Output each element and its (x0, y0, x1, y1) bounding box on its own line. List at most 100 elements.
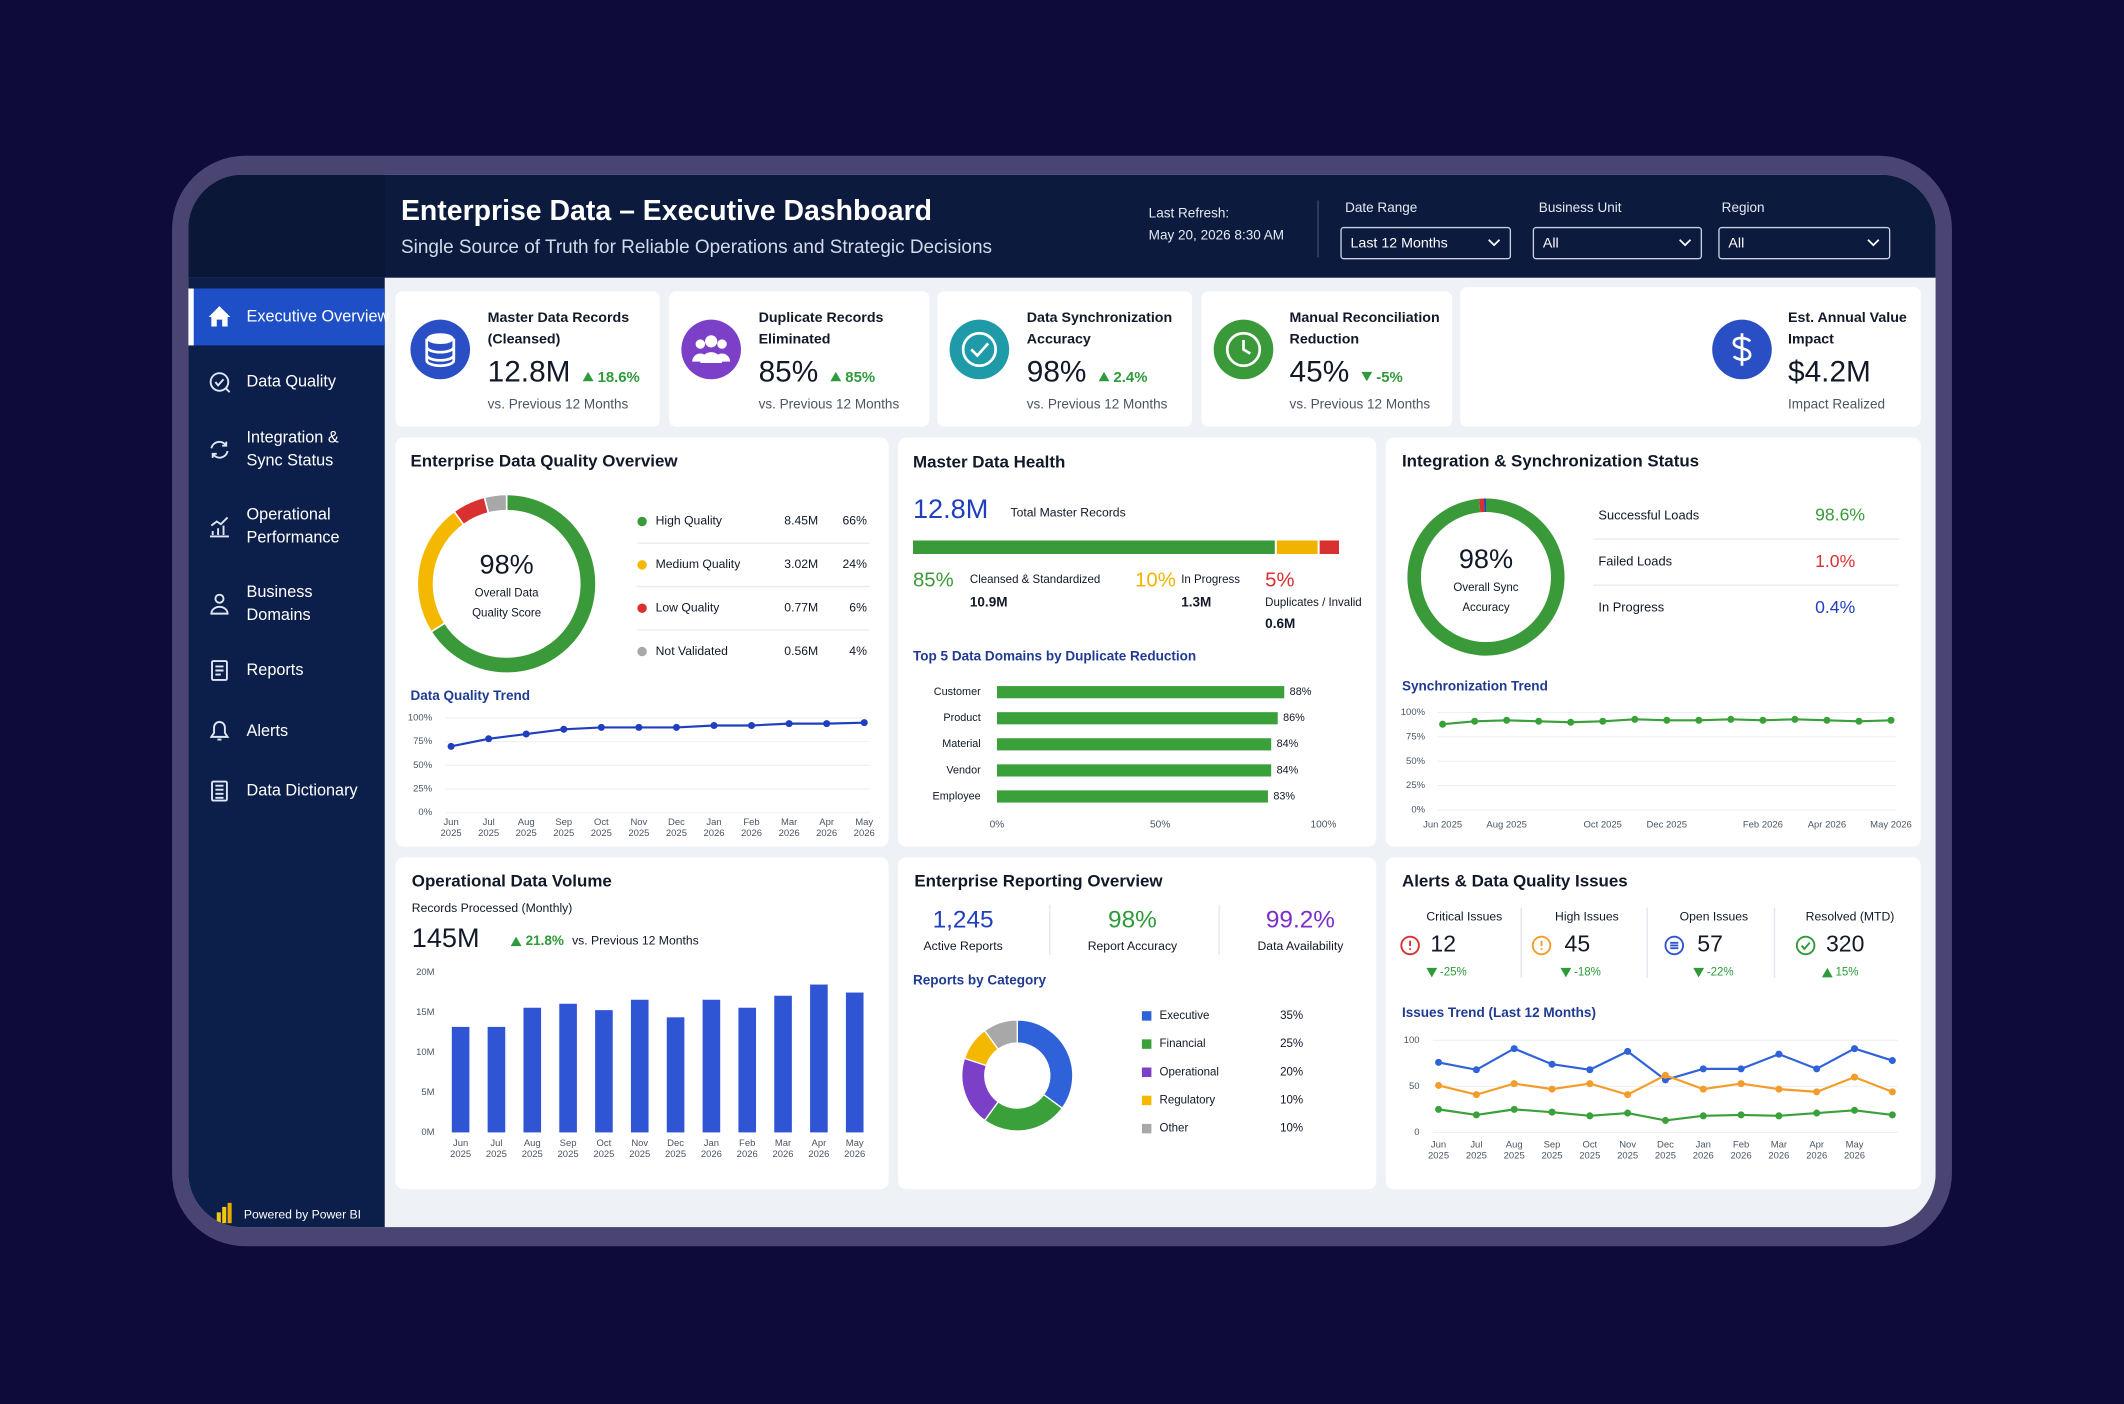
nav-item[interactable]: Business Domains (247, 583, 313, 624)
x-tick-label: Apr 2026 (816, 817, 837, 839)
segment-percent: 85% (913, 569, 954, 591)
total-value: 145M (412, 922, 480, 953)
powerbi-icon (227, 1202, 232, 1224)
bar (774, 995, 792, 1133)
point (1775, 1050, 1783, 1058)
y-tick-label: 0 (1414, 1127, 1419, 1138)
delta-arrow (582, 371, 594, 382)
delta-arrow (1821, 967, 1833, 978)
kpi-delta: 85% (845, 370, 875, 386)
legend-swatch (1141, 1095, 1152, 1106)
y-tick-label: 50% (413, 760, 433, 771)
filter-label: Region (1722, 200, 1765, 215)
x-tick-label: Nov 2025 (628, 817, 649, 839)
x-tick-label: Feb 2026 (737, 1138, 758, 1160)
point (1851, 1073, 1859, 1081)
dropdown-box (1532, 226, 1703, 260)
kpi-note: vs. Previous 12 Months (1027, 397, 1168, 412)
x-tick-label: Apr 2026 (1808, 819, 1846, 830)
kpi-card (937, 291, 1193, 427)
kpi-note: vs. Previous 12 Months (488, 397, 629, 412)
x-tick-label: 50% (1150, 820, 1170, 831)
nav-label: Reports (247, 661, 304, 679)
filter-dropdown[interactable]: All (1718, 226, 1891, 260)
x-tick-label: Sep 2025 (558, 1138, 579, 1160)
kpi-note: Impact Realized (1788, 397, 1885, 412)
point (1548, 1060, 1556, 1068)
y-tick-label: 50% (1406, 756, 1426, 767)
nav-item[interactable]: Reports (247, 661, 304, 679)
point (1813, 1109, 1821, 1117)
filter-dropdown[interactable]: Last 12 Months (1340, 226, 1512, 260)
nav-item[interactable]: Data Dictionary (247, 781, 359, 799)
y-tick-label: 75% (413, 736, 433, 747)
nav-icon (215, 665, 224, 676)
chevron (1679, 239, 1692, 247)
sidebar (188, 277, 385, 1228)
nav-icon (211, 780, 228, 802)
x-tick-label: Apr 2026 (1806, 1139, 1827, 1161)
x-tick-label: Aug 2025 (522, 1138, 543, 1160)
legend-amount: 8.45M (784, 514, 818, 528)
nav-item[interactable]: Operational Performance (247, 506, 340, 547)
point (1695, 716, 1703, 724)
chart-title: Issues Trend (Last 12 Months) (1402, 1005, 1596, 1020)
nav-item[interactable]: Integration & Sync Status (247, 428, 339, 469)
alert-label: Open Issues (1680, 909, 1748, 923)
nav-icon (211, 660, 228, 681)
legend-label: Executive (1160, 1010, 1210, 1022)
legend-percent: 6% (849, 600, 867, 614)
refresh-label: Last Refresh: (1149, 206, 1229, 221)
nav-item[interactable]: Alerts (247, 722, 289, 740)
refresh-time: May 20, 2026 8:30 AM (1149, 227, 1284, 242)
legend-percent: 10% (1280, 1094, 1303, 1106)
point (1510, 1045, 1518, 1053)
nav-label: Performance (247, 529, 340, 547)
point (710, 721, 718, 730)
panel-title: Master Data Health (913, 453, 1065, 472)
point (1472, 1066, 1480, 1074)
legend-percent: 4% (849, 644, 867, 658)
delta-arrow (1098, 371, 1110, 382)
nav-label: Operational (247, 506, 331, 524)
nav-active-bar (188, 288, 194, 346)
x-tick-label: May 2026 (854, 817, 875, 839)
bar (702, 999, 721, 1133)
bar-value-label: 84% (1277, 738, 1299, 750)
segment-label: In Progress (1181, 574, 1240, 586)
nav-label: Integration & (247, 428, 339, 446)
kpi-delta: 18.6% (598, 370, 640, 386)
filter-dropdown[interactable]: All (1532, 226, 1703, 260)
x-tick-label: Feb 2026 (1731, 1139, 1752, 1161)
kpi-note: vs. Previous 12 Months (1290, 397, 1431, 412)
report-kpi-label: Data Availability (1257, 939, 1344, 953)
bar (630, 999, 649, 1133)
donut-center-value: 98% (1459, 543, 1513, 574)
x-tick-label: May 2026 (844, 1138, 865, 1160)
bar (738, 1007, 757, 1133)
kpi-label: Accuracy (1027, 332, 1091, 348)
kpi-icon (970, 342, 990, 358)
nav-item[interactable]: Data Quality (247, 372, 337, 390)
kpi-icon (961, 331, 997, 368)
legend-swatch (1141, 1011, 1152, 1021)
x-tick-label: Oct 2025 (1584, 819, 1622, 830)
x-tick-label: Jul 2025 (486, 1138, 507, 1160)
alert-delta: -22% (1707, 967, 1734, 979)
report-kpi-value: 98% (1108, 907, 1157, 934)
nav-item[interactable]: Executive Overview (188, 288, 390, 346)
nav-label: Domains (247, 606, 311, 624)
y-tick-label: 0% (1411, 805, 1425, 816)
y-tick-label: Product (943, 712, 980, 724)
point (1510, 1105, 1518, 1113)
legend-dot (637, 646, 647, 657)
x-tick-label: Jul 2025 (478, 817, 499, 839)
powered-by: Powered by Power BI (244, 1207, 361, 1221)
nav-label: Alerts (247, 722, 289, 740)
legend-percent: 66% (843, 514, 868, 528)
point (1813, 1088, 1821, 1096)
point (1439, 720, 1447, 728)
legend-label: Operational (1160, 1066, 1219, 1078)
nav-label: Executive Overview (247, 307, 390, 325)
kpi-label: Impact (1788, 332, 1834, 348)
